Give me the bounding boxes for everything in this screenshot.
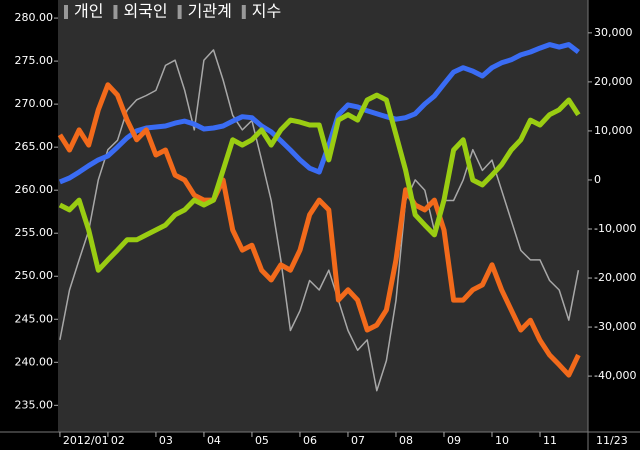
legend-marker (177, 5, 182, 19)
y2-tick-label: 30,000 (594, 26, 633, 39)
x-tick-label: 2012/01 (63, 434, 109, 447)
series-line (57, 82, 581, 378)
x-tick-label: 10 (495, 434, 509, 447)
legend-marker (113, 5, 118, 19)
x-tick-label: 02 (111, 434, 125, 447)
legend-label: 외국인 (123, 2, 167, 21)
y-tick-label: 280.00 (15, 11, 54, 24)
series-line (58, 92, 581, 273)
y2-tick-label: -20,000 (594, 271, 636, 284)
y2-tick-label: 20,000 (594, 75, 633, 88)
y-tick-label: 250.00 (15, 269, 54, 282)
legend-marker (241, 5, 246, 19)
x-tick-label: 06 (303, 434, 317, 447)
legend-label: 기관계 (188, 2, 232, 21)
y2-tick-label: 10,000 (594, 124, 633, 137)
x-tick-label: 09 (447, 434, 461, 447)
x-tick-label: 05 (255, 434, 269, 447)
legend-marker (64, 5, 68, 19)
legend-label: 개인 (74, 2, 103, 21)
x-tick-label: 04 (207, 434, 221, 447)
plot-area (58, 0, 588, 432)
x-tick-label: 08 (399, 434, 413, 447)
end-date: 11/23 (596, 434, 628, 447)
x-tick-label: 11 (543, 434, 557, 447)
y2-tick-label: -10,000 (594, 222, 636, 235)
y2-tick-label: -30,000 (594, 320, 636, 333)
y-tick-label: 260.00 (15, 183, 54, 196)
x-tick-label: 03 (159, 434, 173, 447)
y-tick-label: 245.00 (15, 312, 54, 325)
x-tick-label: 07 (351, 434, 365, 447)
y-tick-label: 255.00 (15, 226, 54, 239)
y-tick-label: 265.00 (15, 140, 54, 153)
legend-label: 지수 (252, 2, 281, 21)
y2-tick-label: -40,000 (594, 369, 636, 382)
y-tick-label: 270.00 (15, 97, 54, 110)
y-tick-label: 235.00 (15, 398, 54, 411)
series-line (59, 49, 580, 392)
y2-tick-label: 0 (594, 173, 601, 186)
y-tick-label: 240.00 (15, 355, 54, 368)
y-tick-label: 275.00 (15, 54, 54, 67)
